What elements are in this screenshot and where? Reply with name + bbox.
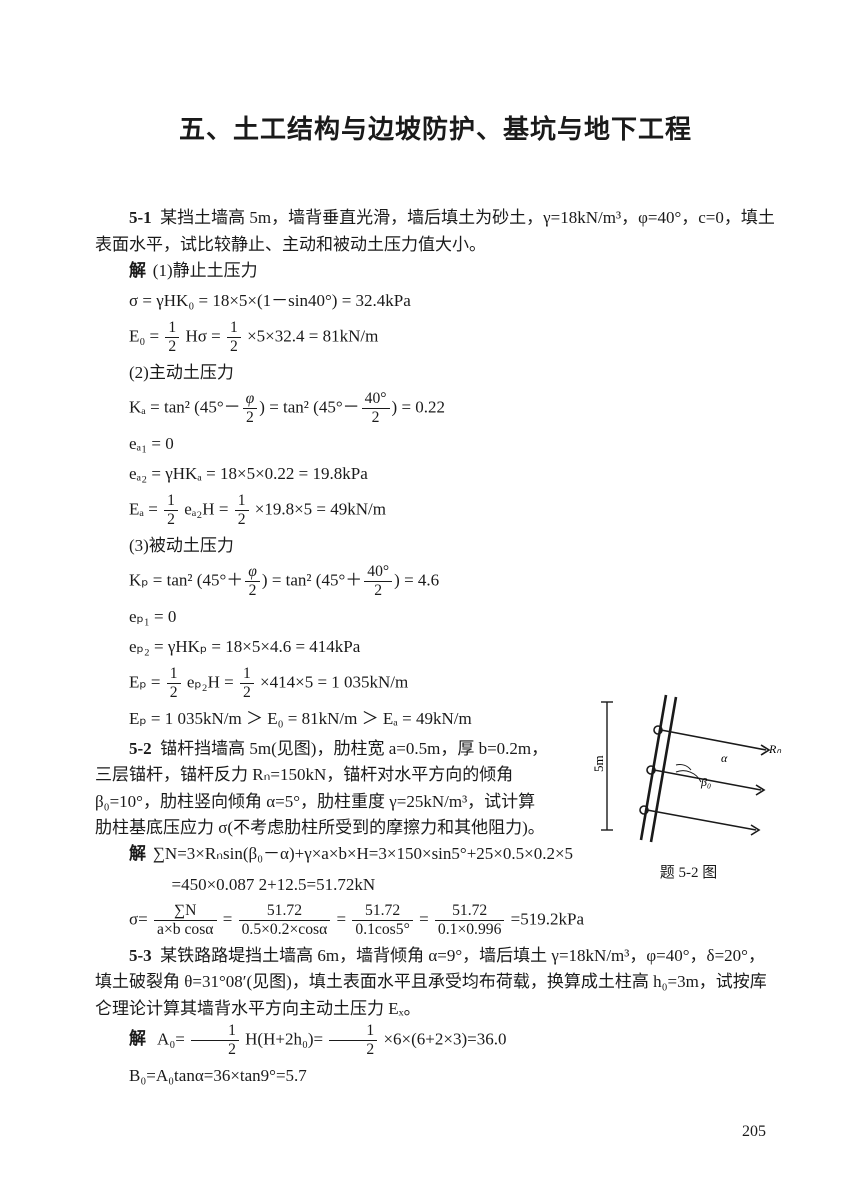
eq-ea2: eₐ₂ = γHKₐ = 18×5×0.22 = 19.8kPa [129, 461, 776, 487]
figure-5-2: 5m α β₀ Rₙ 题 5-2 图 [591, 690, 786, 886]
problem-number: 5-1 [129, 208, 152, 227]
fig-5m-label: 5m [591, 755, 606, 772]
svg-text:α: α [721, 751, 728, 765]
problem-5-3: 5-3某铁路路堤挡土墙高 6m，墙背倾角 α=9°，墙后填土 γ=18kN/m³… [95, 943, 776, 1022]
svg-text:β₀: β₀ [700, 775, 711, 789]
eq-ea1: eₐ₁ = 0 [129, 431, 776, 457]
page-number: 205 [742, 1120, 766, 1145]
part2-heading: (2)主动土压力 [95, 360, 776, 386]
eq-sigma0: σ = γHK₀ = 18×5×(1－sin40°) = 32.4kPa [129, 288, 776, 314]
problem-number-3: 5-3 [129, 946, 152, 965]
problem-5-2: 5-2锚杆挡墙高 5m(见图)，肋柱宽 a=0.5m，厚 b=0.2m，三层锚杆… [95, 736, 550, 841]
eq-Ka: Kₐ = tan² (45°－φ2) = tan² (45°－40°2) = 0… [129, 390, 776, 427]
eq-Ea: Eₐ = 12 eₐ₂H = 12 ×19.8×5 = 49kN/m [129, 492, 776, 529]
problem-5-1: 5-1某挡土墙高 5m，墙背垂直光滑，墙后填土为砂土，γ=18kN/m³，φ=4… [95, 205, 776, 258]
figure-caption: 题 5-2 图 [591, 862, 786, 885]
solution-5-1-part1: 解(1)静止土压力 [95, 258, 776, 284]
chapter-title: 五、土工结构与边坡防护、基坑与地下工程 [95, 110, 776, 150]
problem-number-2: 5-2 [129, 739, 152, 758]
svg-text:Rₙ: Rₙ [768, 742, 781, 756]
eq-Kp: Kₚ = tan² (45°＋φ2) = tan² (45°＋40°2) = 4… [129, 563, 776, 600]
solution-5-3: 解 A₀= 12 H(H+2h₀)= 12 ×6×(6+2×3)=36.0 [95, 1022, 776, 1059]
eq-5-3-B0: B₀=A₀tanα=36×tan9°=5.7 [129, 1063, 776, 1089]
part3-heading: (3)被动土压力 [95, 533, 776, 559]
eq-5-2-sigma: σ= ∑Na×b cosα = 51.720.5×0.2×cosα = 51.7… [129, 902, 776, 939]
eq-ep2: eₚ₂ = γHKₚ = 18×5×4.6 = 414kPa [129, 634, 776, 660]
eq-ep1: eₚ₁ = 0 [129, 604, 776, 630]
page: 五、土工结构与边坡防护、基坑与地下工程 5-1某挡土墙高 5m，墙背垂直光滑，墙… [0, 0, 856, 1181]
figure-svg: 5m α β₀ Rₙ [591, 690, 786, 850]
eq-E0: E₀ = 12 Hσ = 12 ×5×32.4 = 81kN/m [129, 319, 776, 356]
